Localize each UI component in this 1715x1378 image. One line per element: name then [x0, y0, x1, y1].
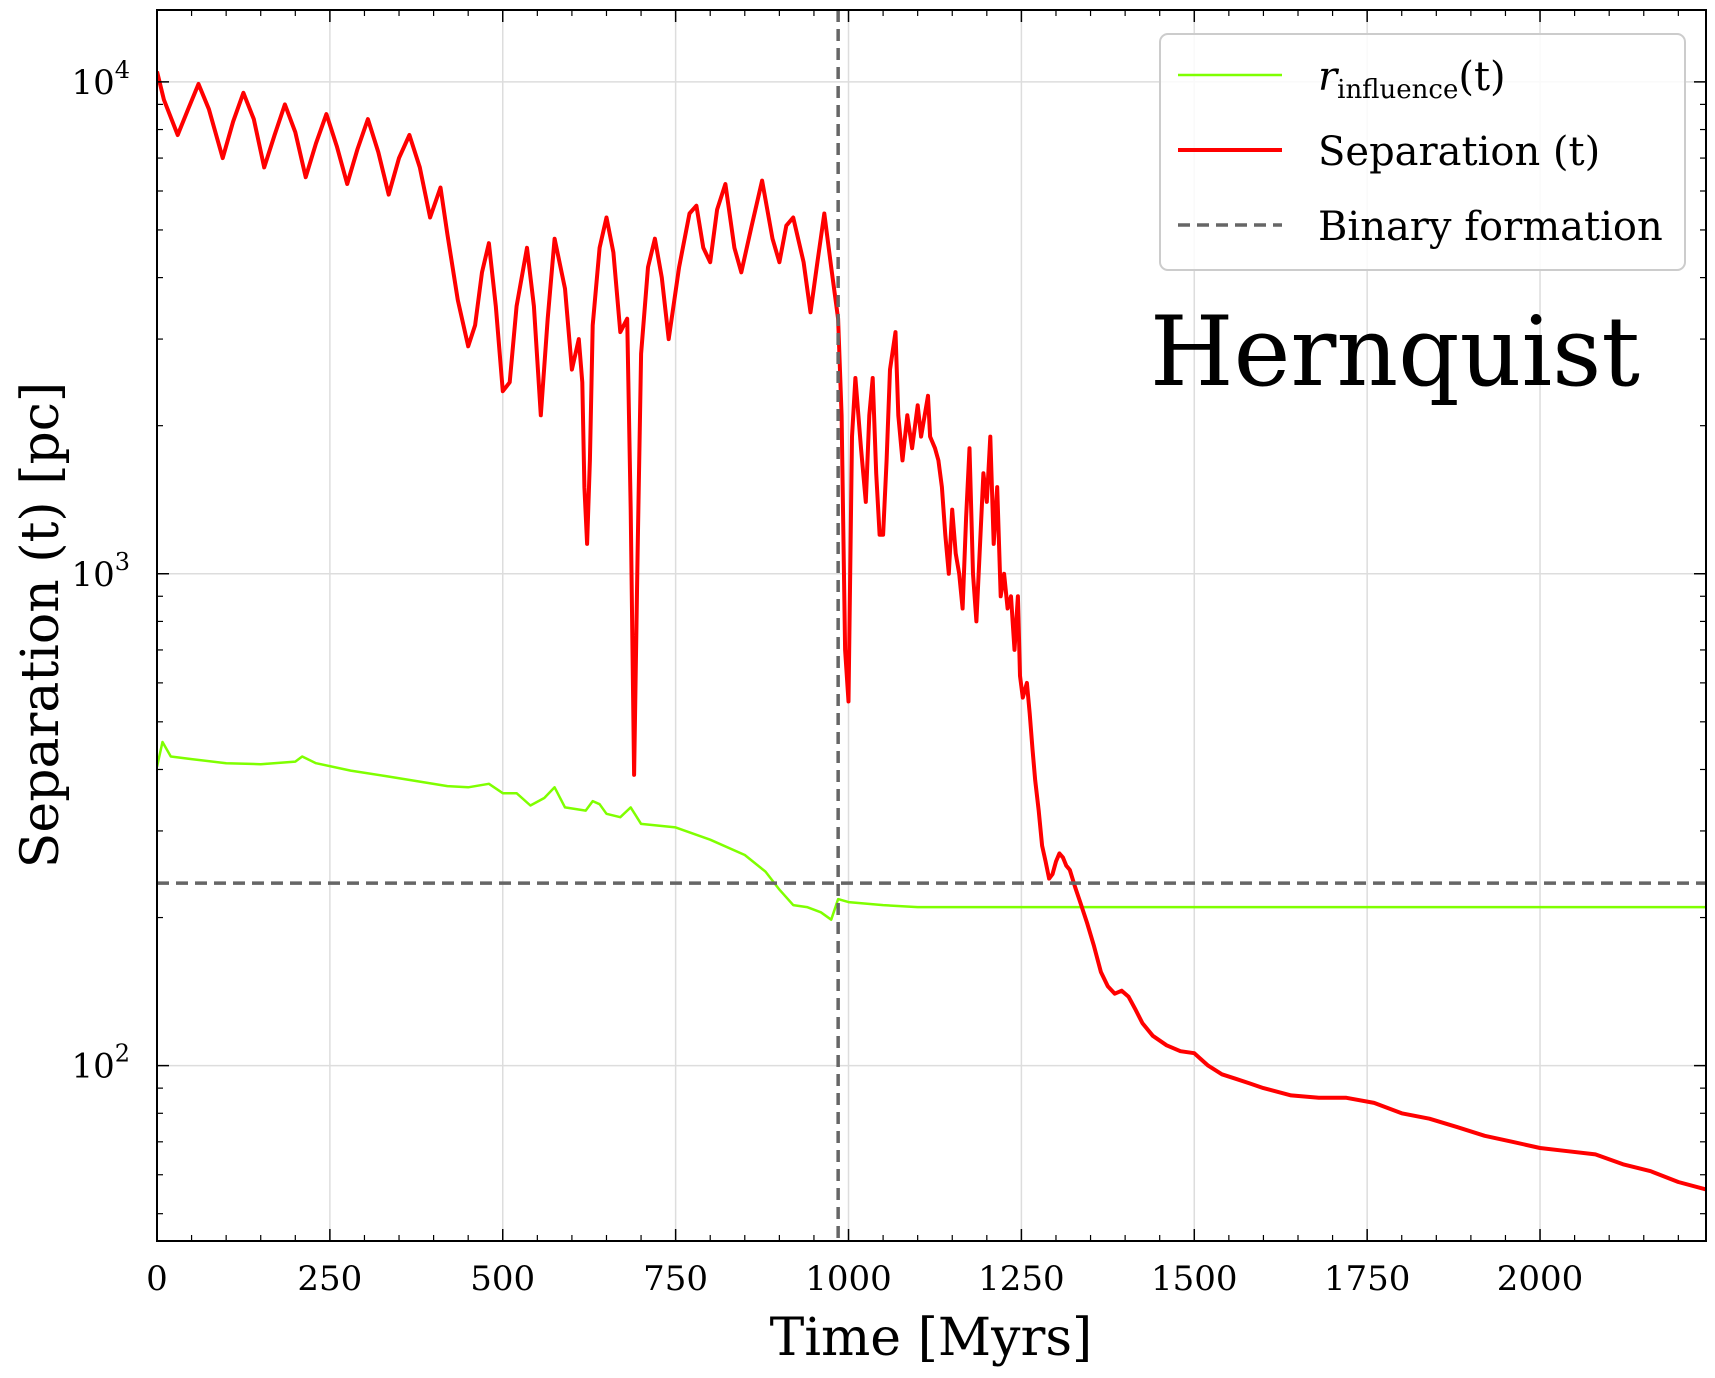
legend-label-separation: Separation (t) — [1318, 129, 1600, 175]
y-tick-label: 104 — [71, 56, 130, 103]
plot-frame — [156, 9, 1707, 1242]
x-tick-label: 500 — [470, 1259, 535, 1299]
y-tick-label: 103 — [71, 548, 130, 595]
x-tick-label: 250 — [297, 1259, 362, 1299]
x-axis-title: Time [Myrs] — [770, 1308, 1093, 1368]
legend: rinfluence(t) Separation (t) Binary form… — [1159, 33, 1686, 271]
x-tick-label: 1500 — [1151, 1259, 1238, 1299]
y-axis-title: Separation (t) [pc] — [11, 382, 71, 868]
legend-box — [1159, 33, 1686, 271]
x-tick-label: 2000 — [1497, 1259, 1584, 1299]
chart-annotation: Hernquist — [1150, 296, 1640, 408]
y-tick-label: 102 — [71, 1040, 130, 1087]
y-tick-labels: 102 103 104 — [71, 56, 130, 1087]
x-tick-label: 1750 — [1324, 1259, 1411, 1299]
legend-label-binary: Binary formation — [1318, 204, 1663, 250]
x-tick-label: 0 — [146, 1259, 168, 1299]
x-tick-label: 1250 — [978, 1259, 1065, 1299]
series-line-influence — [157, 740, 1706, 921]
axis-ticks — [156, 10, 1706, 1241]
legend-label-influence: rinfluence(t) — [1318, 54, 1506, 105]
x-tick-labels: 0 250 500 750 1000 1250 1500 1750 2000 — [146, 1259, 1583, 1299]
series-line-separation — [157, 71, 1706, 1192]
x-tick-label: 750 — [643, 1259, 708, 1299]
plot-area — [157, 10, 1706, 1241]
x-tick-label: 1000 — [805, 1259, 892, 1299]
